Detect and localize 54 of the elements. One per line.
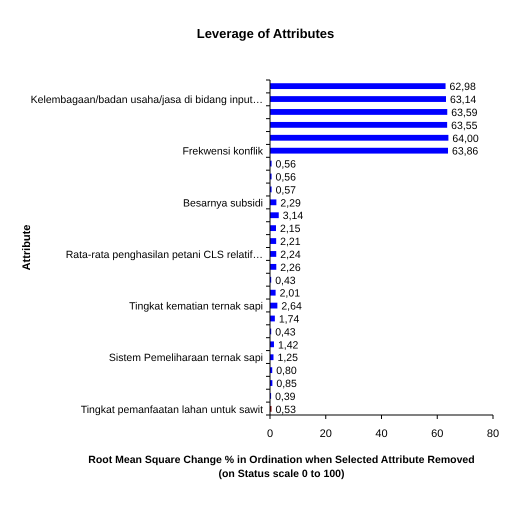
data-label: 0,80 <box>276 365 297 378</box>
data-label: 0,56 <box>276 158 296 171</box>
bar <box>270 109 448 115</box>
bar <box>270 302 278 308</box>
y-axis-title: Attribute <box>21 224 33 270</box>
data-label: 63,86 <box>452 146 478 158</box>
bar <box>270 134 448 141</box>
x-tick-label: 0 <box>266 428 274 440</box>
bar <box>270 238 276 244</box>
data-label: 2,21 <box>280 236 301 248</box>
data-label: 2,15 <box>280 223 301 236</box>
data-label: 2,01 <box>280 288 300 300</box>
y-tick-label: Kelembagaan/badan usaha/jasa di bidang input… <box>30 94 263 106</box>
data-label: 63,14 <box>450 94 476 106</box>
x-tick-label: 60 <box>431 428 444 440</box>
chart-title: Leverage of Attributes <box>196 26 334 41</box>
data-label: 62,98 <box>450 81 476 94</box>
data-label: 0,53 <box>275 404 296 416</box>
data-label: 2,24 <box>280 248 301 261</box>
data-label: 64,00 <box>452 132 479 145</box>
y-tick-label: Besarnya subsidi <box>183 197 263 210</box>
y-tick-label: Rata-rata penghasilan petani CLS relatif… <box>66 248 263 261</box>
data-label: 0,57 <box>276 184 296 196</box>
data-label: 2,64 <box>281 300 302 313</box>
bar <box>270 225 276 232</box>
data-label: 3,14 <box>282 210 304 222</box>
data-label: 2,26 <box>280 262 301 274</box>
bar <box>270 122 448 128</box>
bar <box>270 316 275 322</box>
y-tick-label: Tingkat pemanfaatan lahan untuk sawit <box>80 404 264 416</box>
data-label: 63,55 <box>451 120 478 132</box>
data-label: 63,59 <box>451 106 478 119</box>
bar <box>270 264 276 270</box>
bar <box>270 96 446 102</box>
data-label: 0,43 <box>275 274 296 287</box>
x-tick-label: 80 <box>486 428 500 440</box>
y-tick-label: Sistem Pemeliharaan ternak sapi <box>108 352 263 364</box>
x-tick-label: 40 <box>375 428 388 440</box>
data-label: 0,43 <box>275 326 296 338</box>
bar <box>270 251 276 257</box>
data-label: 2,29 <box>280 197 301 210</box>
data-label: 0,56 <box>276 172 296 184</box>
data-label: 0,39 <box>275 390 296 403</box>
x-tick-label: 20 <box>320 428 332 440</box>
bar <box>270 148 448 154</box>
bar <box>270 212 279 218</box>
bar <box>270 83 446 90</box>
y-tick-label: Frekwensi konflik <box>182 146 264 158</box>
data-label: 1,25 <box>277 352 298 364</box>
data-label: 1,74 <box>278 314 300 326</box>
y-tick-label: Tingkat kematian ternak sapi <box>129 300 263 313</box>
data-label: 0,85 <box>276 378 297 390</box>
x-axis-title: Root Mean Square Change % in Ordination when Selected Attribute Removed (on Status scale 0 to 100) <box>88 454 475 480</box>
data-label: 1,42 <box>278 339 299 352</box>
